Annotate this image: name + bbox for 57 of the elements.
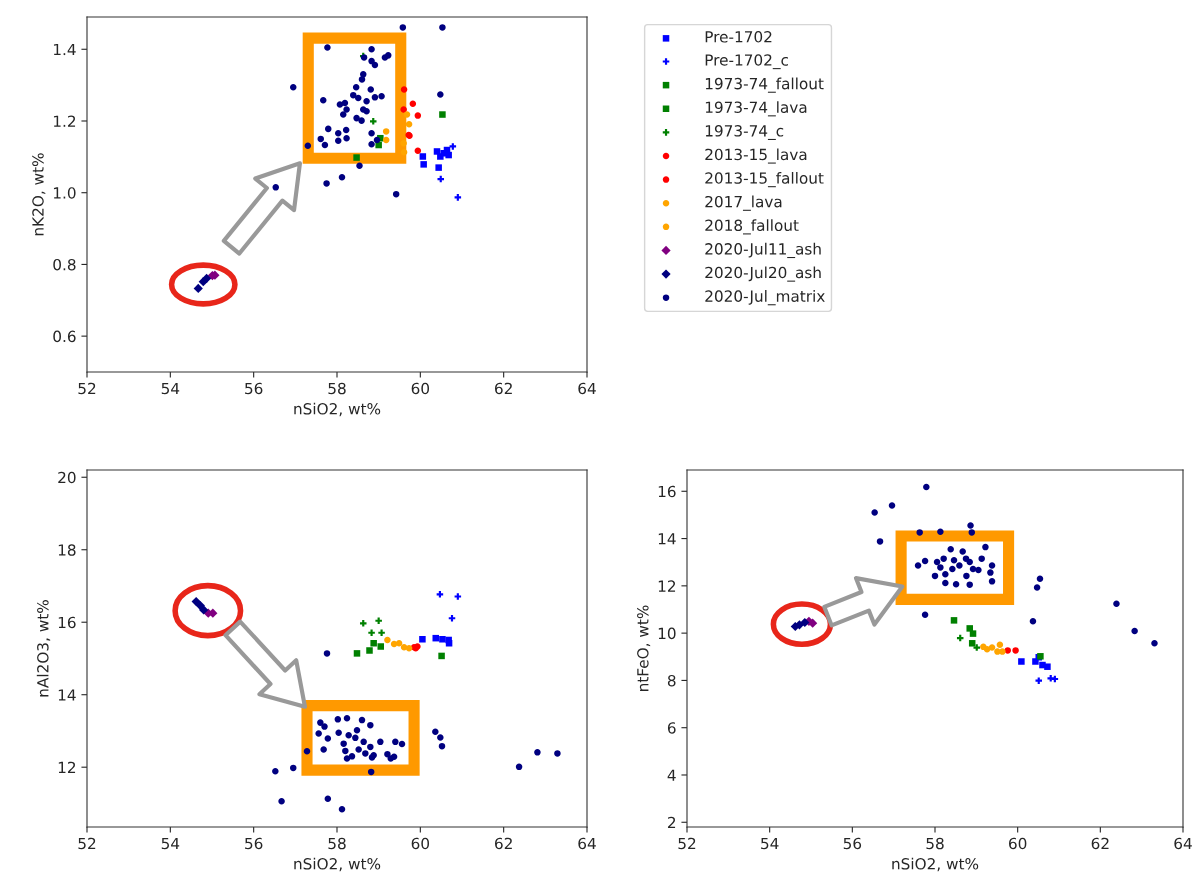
legend-label: 1973-74_fallout (705, 77, 824, 93)
y-tick-label: 18 (58, 544, 76, 556)
legend-label: 1973-74_c (705, 125, 784, 140)
x-axis-title: nSiO2, wt% (294, 402, 381, 417)
x-tick-label: 60 (411, 382, 430, 395)
legend-label: 2020-Jul_matrix (705, 290, 825, 306)
y-tick-label: 10 (658, 627, 676, 640)
legend-label: 2013-15_fallout (705, 172, 824, 188)
x-tick-label: 60 (1009, 837, 1027, 850)
x-tick-label: 52 (678, 837, 696, 850)
y-tick-label: 0.6 (53, 330, 76, 343)
x-tick-label: 54 (161, 837, 180, 850)
x-tick-label: 58 (328, 382, 346, 395)
y-tick-label: 6 (667, 722, 676, 734)
y-tick-label: 12 (58, 761, 76, 773)
x-tick-label: 58 (926, 837, 944, 850)
x-tick-label: 62 (495, 382, 512, 395)
x-tick-label: 52 (78, 837, 96, 850)
y-tick-label: 20 (58, 471, 76, 484)
y-tick-label: 8 (667, 674, 676, 687)
y-tick-label: 1.2 (53, 115, 76, 127)
x-tick-label: 60 (411, 837, 430, 850)
y-tick-label: 1.4 (53, 43, 76, 56)
x-axis-title: nSiO2, wt% (294, 857, 381, 872)
y-axis-title: nK2O, wt% (32, 153, 46, 236)
legend-label: 1973-74_lava (705, 101, 807, 117)
x-tick-label: 64 (1174, 837, 1192, 850)
y-tick-label: 14 (658, 533, 676, 545)
x-tick-label: 64 (578, 382, 596, 395)
y-tick-label: 0.8 (53, 258, 76, 271)
x-tick-label: 56 (245, 382, 263, 395)
y-tick-label: 2 (667, 816, 676, 829)
x-tick-label: 54 (761, 837, 779, 850)
legend-label: Pre-1702_c (705, 54, 788, 70)
x-tick-label: 64 (578, 837, 596, 850)
x-tick-label: 58 (328, 837, 346, 850)
x-tick-label: 56 (245, 837, 263, 850)
y-axis-title: ntFeO, wt% (637, 605, 651, 691)
x-tick-label: 54 (161, 382, 180, 395)
x-axis-title: nSiO2, wt% (892, 857, 979, 872)
y-tick-label: 1.0 (53, 187, 76, 199)
y-tick-label: 16 (658, 485, 676, 498)
y-tick-label: 14 (58, 689, 76, 701)
y-tick-label: 4 (667, 769, 676, 781)
x-tick-label: 52 (78, 382, 96, 395)
y-tick-label: 12 (658, 580, 676, 592)
legend-label: Pre-1702 (705, 31, 772, 43)
legend-label: 2017_lava (705, 195, 782, 211)
legend-label: 2020-Jul11_ash (705, 242, 821, 259)
x-tick-label: 62 (495, 837, 512, 850)
y-tick-label: 16 (58, 616, 76, 629)
legend-label: 2018_fallout (705, 219, 799, 235)
legend-label: 2013-15_lava (705, 148, 807, 164)
legend-label: 2020-Jul20_ash (705, 266, 821, 282)
y-axis-title: nAl2O3, wt% (36, 600, 51, 697)
x-tick-label: 62 (1091, 837, 1109, 850)
x-tick-label: 56 (843, 837, 862, 850)
